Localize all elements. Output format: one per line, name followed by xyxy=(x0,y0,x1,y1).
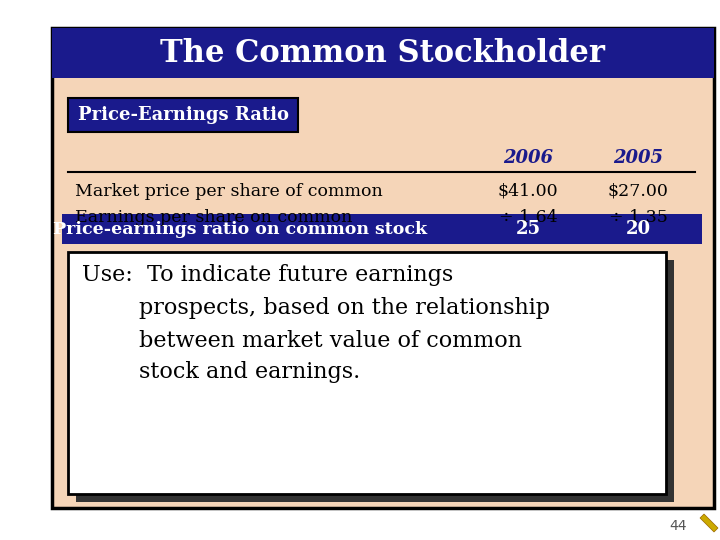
Text: 44: 44 xyxy=(670,519,687,533)
Text: ÷ 1.35: ÷ 1.35 xyxy=(608,208,667,226)
Bar xyxy=(62,214,702,244)
Text: prospects, based on the relationship: prospects, based on the relationship xyxy=(82,297,550,319)
Text: 2006: 2006 xyxy=(503,149,553,167)
Text: Price-earnings ratio on common stock: Price-earnings ratio on common stock xyxy=(53,220,427,238)
Text: stock and earnings.: stock and earnings. xyxy=(82,361,360,383)
Text: ÷ 1.64: ÷ 1.64 xyxy=(499,208,557,226)
Text: Market price per share of common: Market price per share of common xyxy=(75,183,383,199)
Text: $41.00: $41.00 xyxy=(498,183,558,199)
Bar xyxy=(76,260,674,502)
Bar xyxy=(68,98,298,132)
Text: Earnings per share on common: Earnings per share on common xyxy=(75,208,352,226)
Text: between market value of common: between market value of common xyxy=(82,330,522,352)
Bar xyxy=(52,28,714,508)
Polygon shape xyxy=(700,514,718,532)
Text: 2005: 2005 xyxy=(613,149,663,167)
Text: $27.00: $27.00 xyxy=(608,183,668,199)
Text: Use:  To indicate future earnings: Use: To indicate future earnings xyxy=(82,264,454,286)
Text: Price-Earnings Ratio: Price-Earnings Ratio xyxy=(78,106,289,124)
Bar xyxy=(52,28,714,78)
Text: The Common Stockholder: The Common Stockholder xyxy=(161,37,606,69)
Bar xyxy=(68,252,666,494)
Text: 20: 20 xyxy=(626,220,651,238)
Text: 25: 25 xyxy=(516,220,541,238)
